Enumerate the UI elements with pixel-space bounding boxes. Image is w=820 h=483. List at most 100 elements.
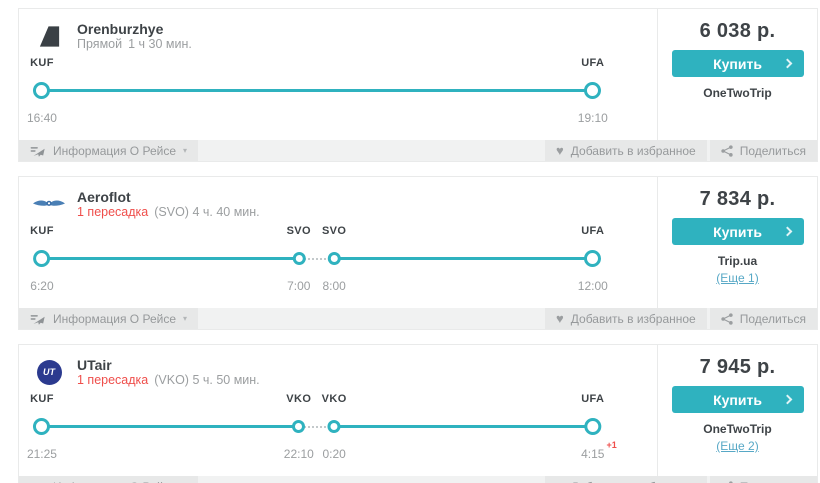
- add-to-favorites-button[interactable]: ♥ Добавить в избранное: [545, 140, 707, 161]
- chevron-right-icon: [782, 393, 792, 404]
- footer-spacer: [198, 140, 546, 161]
- heart-icon: ♥: [556, 143, 564, 158]
- route-line: [334, 257, 593, 260]
- favorite-label: Добавить в избранное: [570, 311, 696, 326]
- stop-time: 21:25: [26, 447, 57, 461]
- agency-name: OneTwoTrip: [703, 86, 772, 100]
- footer-divider: [706, 476, 710, 483]
- price-panel: 6 038 р. Купить OneTwoTrip: [657, 9, 817, 140]
- favorite-label: Добавить в избранное: [571, 480, 696, 483]
- stop-time: 16:40: [26, 111, 57, 125]
- heart-icon: ♥: [556, 480, 564, 483]
- next-day-badge: +1: [606, 440, 617, 450]
- buy-button[interactable]: Купить: [671, 218, 804, 245]
- airline-logo-utair: UT: [31, 357, 67, 387]
- airport-code: UFA: [581, 393, 605, 405]
- stop-arrival: UFA 4:15 +1: [581, 393, 617, 461]
- route-line: [41, 257, 299, 260]
- airport-code: VKO: [321, 393, 347, 405]
- airport-code: KUF: [30, 225, 54, 237]
- tailfin-icon: [39, 25, 59, 47]
- stop-time: 7:00: [287, 279, 311, 293]
- agency-name: Trip.ua: [717, 254, 758, 268]
- stop-time: 0:20: [322, 447, 346, 461]
- flight-info-toggle[interactable]: Информация О Рейсе ▾: [19, 140, 199, 161]
- footer-divider: [706, 308, 710, 329]
- share-icon: [728, 480, 733, 483]
- flight-info-toggle[interactable]: Информация О Рейсе ▾: [19, 308, 199, 329]
- card-footer-bar: Информация О Рейсе ▾ ♥ Добавить в избран…: [19, 476, 817, 483]
- buy-button[interactable]: Купить: [671, 50, 804, 77]
- price: 7 945 р.: [699, 356, 776, 378]
- airline-logo-orenburzhye: [31, 21, 67, 51]
- chevron-right-icon: [782, 225, 792, 236]
- buy-button-label: Купить: [713, 55, 762, 72]
- price: 7 834 р.: [699, 188, 776, 210]
- share-button[interactable]: Поделиться: [709, 308, 817, 329]
- flight-info-label: Информация О Рейсе: [53, 143, 176, 158]
- airport-code: UFA: [581, 225, 605, 237]
- flight-timeline: KUF 21:25 VKO 22:10 VKO 0:20 UFA: [27, 393, 641, 461]
- footer-spacer: [198, 476, 546, 483]
- route-line: [334, 425, 593, 428]
- add-to-favorites-button[interactable]: ♥ Добавить в избранное: [545, 308, 707, 329]
- flight-card-orenburzhye: Orenburzhye Прямой 1 ч 30 мин. KUF 16:40 …: [18, 8, 818, 162]
- share-button[interactable]: Поделиться: [709, 476, 817, 483]
- stop-dot: [584, 418, 602, 435]
- footer-spacer: [198, 308, 546, 329]
- share-label: Поделиться: [739, 143, 806, 158]
- flight-info-toggle[interactable]: Информация О Рейсе ▾: [19, 476, 199, 483]
- price-panel: 7 834 р. Купить Trip.ua (Еще 1): [657, 177, 817, 308]
- stop-layover-depart: VKO 0:20: [322, 393, 347, 461]
- airline-name: Aeroflot: [77, 188, 131, 205]
- stop-time: 12:00: [577, 279, 608, 293]
- stop-layover-depart: SVO 8:00: [322, 225, 346, 293]
- layover-line: [298, 258, 335, 260]
- flight-info-label: Информация О Рейсе: [53, 480, 176, 483]
- caret-down-icon: ▾: [183, 146, 188, 155]
- airport-code: SVO: [286, 225, 311, 237]
- chevron-right-icon: [782, 57, 792, 68]
- plane-info-icon: [30, 482, 38, 483]
- stop-departure: KUF 6:20: [30, 225, 54, 293]
- flight-info-label: Информация О Рейсе: [53, 311, 176, 326]
- card-footer-bar: Информация О Рейсе ▾ ♥ Добавить в избран…: [19, 308, 817, 329]
- stop-dot: [33, 250, 51, 267]
- price: 6 038 р.: [699, 20, 776, 42]
- stop-time: 22:10: [283, 447, 314, 461]
- stop-time: 4:15 +1: [581, 440, 617, 461]
- flight-timeline: KUF 16:40 UFA 19:10: [27, 57, 641, 125]
- buy-button[interactable]: Купить: [671, 386, 804, 413]
- price-panel: 7 945 р. Купить OneTwoTrip (Еще 2): [657, 345, 817, 476]
- caret-down-icon: ▾: [183, 314, 188, 323]
- airline-name: Orenburzhye: [77, 20, 164, 37]
- flight-timeline: KUF 6:20 SVO 7:00 SVO 8:00 UFA 1: [30, 225, 641, 293]
- airline-name: UTair: [77, 356, 112, 373]
- airport-code: VKO: [286, 393, 312, 405]
- airport-code: SVO: [321, 225, 347, 237]
- agency-name: OneTwoTrip: [703, 422, 772, 436]
- flight-summary: Прямой 1 ч 30 мин.: [77, 36, 192, 51]
- stop-dot: [292, 420, 306, 433]
- stop-dot: [584, 82, 602, 99]
- stop-arrival: UFA 12:00: [578, 225, 608, 293]
- plane-info-icon: [30, 146, 45, 157]
- stop-time: 8:00: [322, 279, 346, 293]
- share-button[interactable]: Поделиться: [709, 140, 817, 161]
- buy-button-label: Купить: [713, 391, 762, 408]
- share-icon: [721, 144, 733, 157]
- heart-icon: ♥: [556, 311, 564, 326]
- flight-details: Orenburzhye Прямой 1 ч 30 мин. KUF 16:40 …: [19, 9, 657, 140]
- stop-arrival: UFA 19:10: [578, 57, 608, 125]
- footer-divider: [706, 140, 710, 161]
- flight-summary: 1 пересадка (VKO) 5 ч. 50 мин.: [77, 372, 260, 387]
- add-to-favorites-button[interactable]: ♥ Добавить в избранное: [545, 476, 707, 483]
- flight-details: UT UTair 1 пересадка (VKO) 5 ч. 50 мин. K…: [19, 345, 657, 476]
- more-offers-link[interactable]: (Еще 2): [716, 439, 759, 453]
- stop-dot: [584, 250, 602, 267]
- stop-dot: [33, 82, 51, 99]
- airport-code: KUF: [30, 57, 54, 69]
- airline-logo-aeroflot: [31, 189, 67, 219]
- more-offers-link[interactable]: (Еще 1): [716, 271, 759, 285]
- share-label: Поделиться: [739, 311, 806, 326]
